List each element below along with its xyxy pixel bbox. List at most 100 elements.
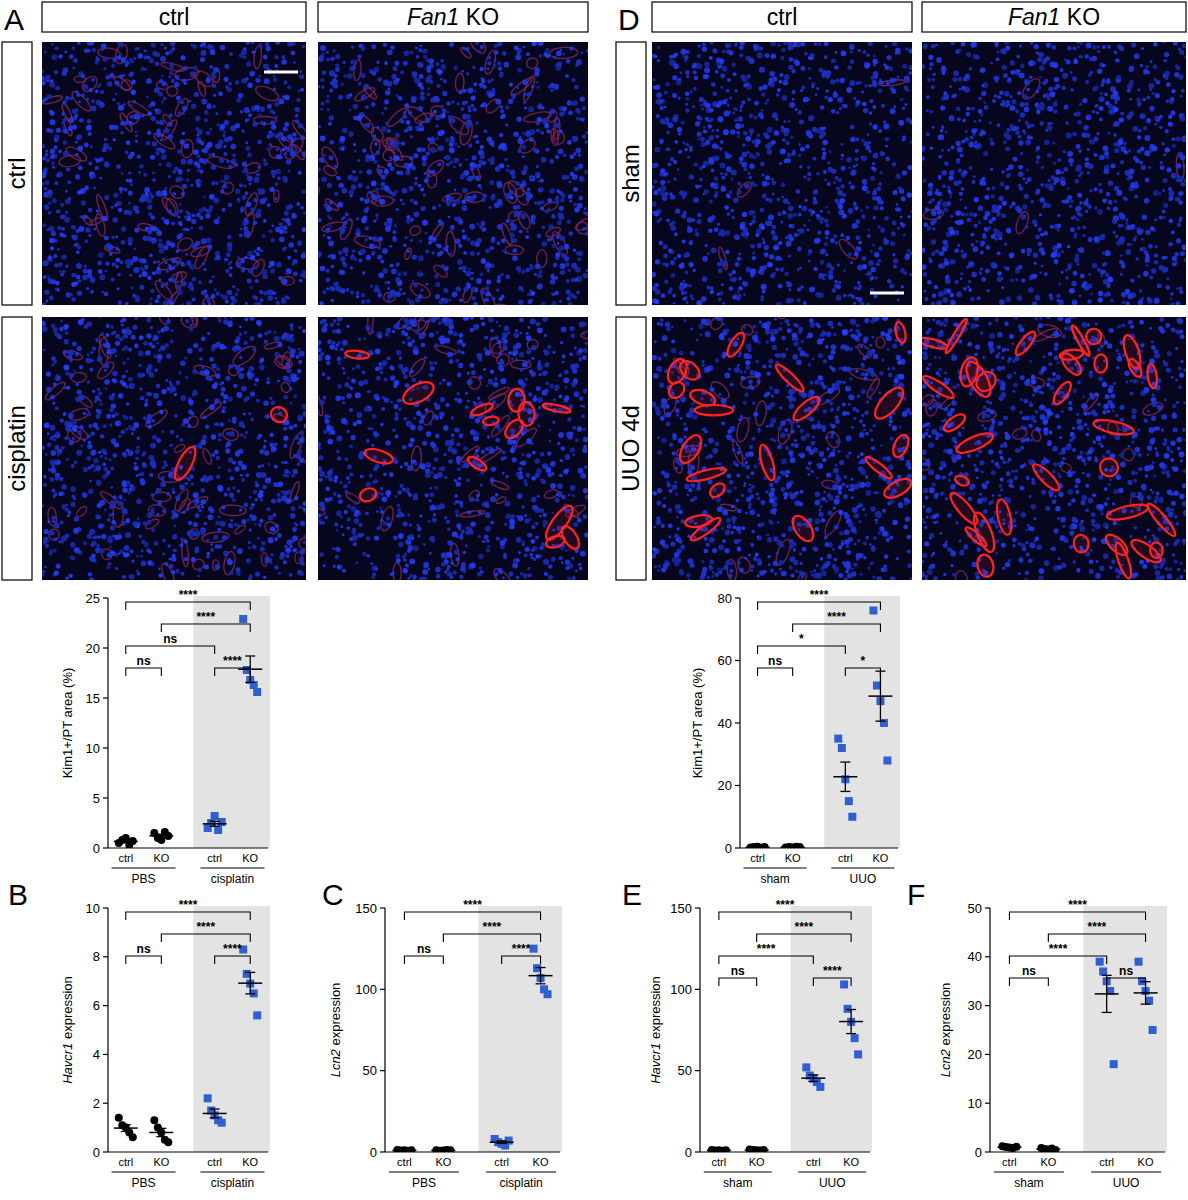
nucleus <box>423 193 426 196</box>
nucleus <box>124 188 128 192</box>
nucleus <box>194 92 199 97</box>
nucleus <box>255 78 260 83</box>
nucleus <box>109 253 113 257</box>
nucleus <box>449 147 455 153</box>
nucleus <box>537 86 540 89</box>
nucleus <box>62 125 65 128</box>
nucleus <box>328 241 334 247</box>
nucleus <box>185 253 188 256</box>
nucleus <box>216 123 219 126</box>
nucleus <box>71 46 75 50</box>
tubule <box>516 210 532 231</box>
nucleus <box>296 202 300 206</box>
nucleus <box>247 153 252 158</box>
nucleus <box>393 142 399 148</box>
nucleus <box>154 108 158 112</box>
nucleus <box>335 54 340 59</box>
nucleus <box>512 248 517 253</box>
nucleus <box>145 192 148 195</box>
nucleus <box>43 275 47 279</box>
nucleus <box>492 297 495 300</box>
nucleus <box>435 125 438 128</box>
nucleus <box>433 183 436 186</box>
nucleus <box>321 102 325 106</box>
nucleus <box>277 177 280 180</box>
nucleus <box>438 146 444 152</box>
nucleus <box>507 165 510 168</box>
nucleus <box>378 273 384 279</box>
nucleus <box>252 50 256 54</box>
nucleus <box>263 55 268 60</box>
nucleus <box>282 217 286 221</box>
nucleus <box>131 90 136 95</box>
nucleus <box>538 187 543 192</box>
nucleus <box>171 221 175 225</box>
nucleus <box>331 299 334 302</box>
nucleus <box>179 203 182 206</box>
nucleus <box>283 225 288 230</box>
nucleus <box>393 198 396 201</box>
nucleus <box>197 168 201 172</box>
nucleus <box>410 239 413 242</box>
nucleus <box>198 209 203 214</box>
nucleus <box>82 217 85 220</box>
nucleus <box>488 56 491 59</box>
nucleus <box>396 208 399 211</box>
nucleus <box>392 236 395 239</box>
tubule <box>467 42 489 56</box>
nucleus <box>378 236 383 241</box>
nucleus <box>512 175 516 179</box>
nucleus <box>388 87 391 90</box>
nucleus <box>404 103 409 108</box>
nucleus <box>449 160 453 164</box>
nucleus <box>47 79 50 82</box>
nucleus <box>230 125 236 131</box>
nucleus <box>63 128 68 133</box>
nucleus <box>420 86 424 90</box>
nucleus <box>529 175 534 180</box>
nucleus <box>537 284 543 290</box>
nucleus <box>504 251 507 254</box>
nucleus <box>463 251 467 255</box>
nucleus <box>157 260 160 263</box>
nucleus <box>387 287 390 290</box>
nucleus <box>114 125 119 130</box>
nucleus <box>582 106 586 110</box>
nucleus <box>270 120 275 125</box>
nucleus <box>190 226 193 229</box>
nucleus <box>65 96 70 101</box>
nucleus <box>541 157 547 163</box>
nucleus <box>152 271 156 275</box>
nucleus <box>202 303 206 305</box>
nucleus <box>125 150 129 154</box>
nucleus <box>246 42 250 45</box>
nucleus <box>474 89 477 92</box>
nucleus <box>178 111 183 116</box>
nucleus <box>148 231 152 235</box>
nucleus <box>396 264 399 267</box>
nucleus <box>91 99 95 103</box>
nucleus <box>402 292 406 296</box>
nucleus <box>525 235 529 239</box>
nucleus <box>254 296 258 300</box>
nucleus <box>440 78 443 81</box>
nucleus <box>76 93 80 97</box>
nucleus <box>46 94 51 99</box>
nucleus <box>167 122 172 127</box>
nucleus <box>375 188 379 192</box>
nucleus <box>91 174 96 179</box>
micrograph <box>318 42 588 305</box>
nucleus <box>358 183 363 188</box>
nucleus <box>220 180 223 183</box>
nucleus <box>560 270 565 275</box>
nucleus <box>152 51 157 56</box>
tubule <box>290 119 306 141</box>
tubule <box>522 75 537 102</box>
nucleus <box>553 56 556 59</box>
nucleus <box>403 50 409 56</box>
nucleus <box>83 269 88 274</box>
micrograph <box>42 42 306 305</box>
nucleus <box>157 267 160 270</box>
nucleus <box>517 138 523 144</box>
nucleus <box>463 89 467 93</box>
